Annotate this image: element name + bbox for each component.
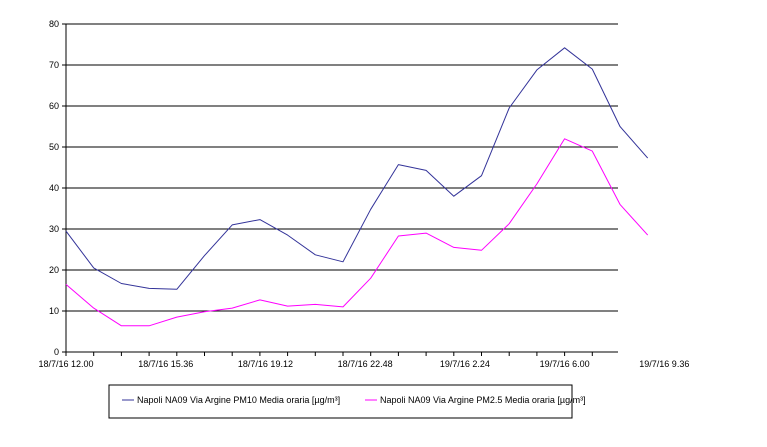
legend-box [108,384,573,419]
y-axis-ticks: 0 10 20 30 40 50 60 70 80 [49,19,66,357]
legend: Napoli NA09 Via Argine PM10 Media oraria… [108,384,586,419]
x-tick-label-5: 19/7/16 6.00 [540,359,590,369]
data-series [65,47,649,327]
x-tick-label-6: 19/7/16 9.36 [639,359,689,369]
y-tick-label-50: 50 [49,142,59,152]
x-tick-label-0: 18/7/16 12.00 [38,359,93,369]
x-tick-label-1: 18/7/16 15.36 [138,359,193,369]
legend-label-pm10: Napoli NA09 Via Argine PM10 Media oraria… [137,395,340,405]
x-tick-label-2: 18/7/16 19.12 [238,359,293,369]
y-tick-label-0: 0 [54,347,59,357]
x-axis-ticks: 18/7/16 12.00 18/7/16 15.36 18/7/16 19.12 1… [38,352,689,369]
y-tick-label-20: 20 [49,265,59,275]
y-tick-label-40: 40 [49,183,59,193]
legend-label-pm25: Napoli NA09 Via Argine PM2.5 Media orari… [380,395,586,405]
series-line-pm10 [65,47,649,290]
y-tick-label-10: 10 [49,306,59,316]
gridlines [66,23,618,312]
x-tick-label-4: 19/7/16 2.24 [440,359,490,369]
y-tick-label-30: 30 [49,224,59,234]
y-tick-label-70: 70 [49,60,59,70]
series-line-pm25 [65,138,649,327]
y-tick-label-80: 80 [49,19,59,29]
y-tick-label-60: 60 [49,101,59,111]
x-tick-label-3: 18/7/16 22.48 [338,359,393,369]
